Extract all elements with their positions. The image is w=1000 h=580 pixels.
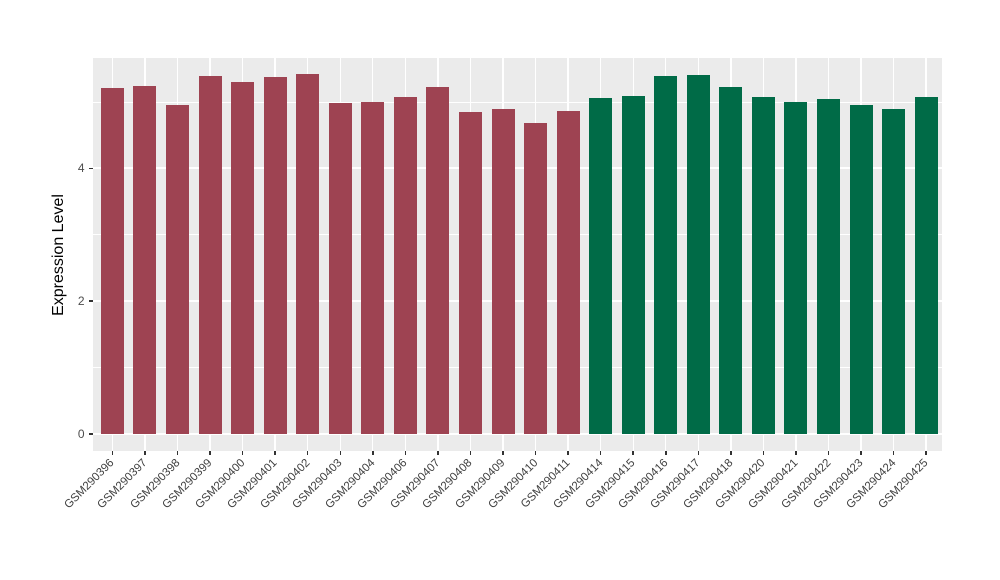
bar-GSM290425 [914,96,938,434]
y-axis-title-wrap: Expression Level [48,58,70,451]
x-tick-GSM290416 [665,451,667,455]
gridline-major-y4 [93,167,942,170]
bar-GSM290400 [231,82,255,434]
bar-GSM290409 [491,109,515,434]
bar-GSM290406 [393,97,417,434]
x-tick-GSM290425 [925,451,927,455]
x-tick-GSM290407 [437,451,439,455]
x-tick-GSM290417 [697,451,700,455]
x-tick-GSM290404 [372,451,374,455]
bar-GSM290399 [198,76,222,434]
x-tick-GSM290410 [534,451,537,455]
x-tick-GSM290423 [860,451,862,455]
x-tick-GSM290406 [404,451,407,455]
y-tick-label-4: 4 [77,161,85,176]
bar-GSM290410 [524,122,548,434]
bar-GSM290420 [751,96,775,434]
bar-GSM290414 [589,98,613,434]
x-tick-GSM290403 [339,451,341,455]
x-tick-GSM290409 [502,451,504,455]
x-tick-GSM290400 [241,451,244,455]
y-tick-label-2: 2 [77,294,85,309]
gridline-major-y0 [93,433,942,435]
bar-GSM290403 [328,103,352,434]
x-tick-GSM290396 [111,451,114,455]
gridline-minor-y5 [93,101,942,103]
bar-GSM290424 [882,109,906,434]
x-tick-GSM290422 [827,451,830,455]
plot-panel [93,58,942,451]
bar-GSM290422 [817,99,840,434]
y-tick-2 [88,300,93,302]
bar-GSM290398 [166,105,189,434]
y-tick-0 [88,433,93,435]
x-tick-GSM290397 [144,451,146,455]
bar-GSM290402 [296,74,320,434]
x-tick-GSM290402 [306,451,309,455]
x-tick-GSM290398 [176,451,179,455]
x-tick-GSM290420 [762,451,765,455]
bar-GSM290417 [686,74,710,434]
x-tick-GSM290401 [274,451,276,455]
bar-GSM290411 [556,111,580,434]
gridline-minor-y1 [93,367,942,369]
x-tick-GSM290418 [730,451,732,455]
bar-GSM290407 [426,86,450,434]
bar-GSM290397 [133,86,157,434]
x-tick-GSM290408 [469,451,472,455]
bar-GSM290423 [849,104,873,434]
bar-GSM290418 [719,86,743,434]
x-tick-GSM290414 [599,451,602,455]
y-tick-4 [88,167,93,170]
x-tick-GSM290399 [209,451,211,455]
bar-GSM290408 [458,111,482,434]
x-tick-GSM290415 [632,451,634,455]
x-tick-GSM290411 [567,451,569,455]
bar-GSM290401 [263,77,287,434]
x-tick-GSM290421 [795,451,797,455]
bar-GSM290404 [361,102,385,434]
gridline-major-y2 [93,300,942,303]
x-tick-GSM290424 [892,451,895,455]
gridline-minor-y3 [93,234,942,236]
bar-GSM290416 [654,76,678,434]
bar-GSM290415 [621,96,645,434]
bar-GSM290396 [100,88,124,434]
y-tick-label-0: 0 [77,427,85,441]
bar-GSM290421 [784,102,808,434]
